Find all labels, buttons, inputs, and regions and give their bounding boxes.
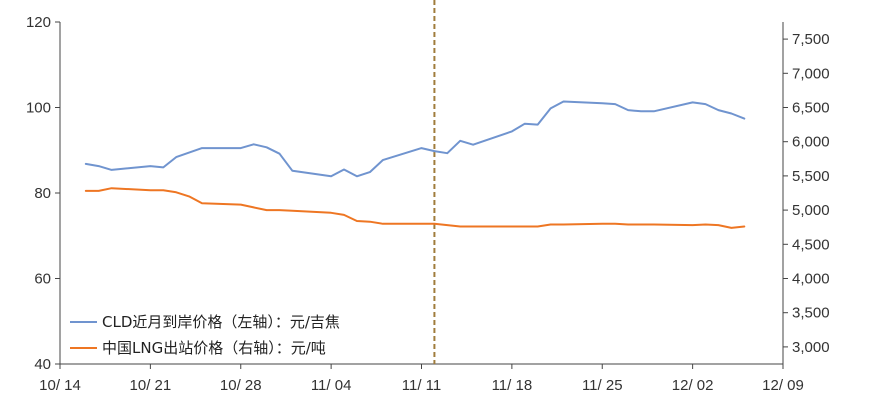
right-y-tick-label: 4,000: [792, 271, 830, 288]
x-tick-label: 11/ 04: [311, 377, 352, 394]
right-y-tick-label: 4,500: [792, 236, 830, 253]
chart-axes: 40 60 80 100 120 3,000 3,500 4,000 4,500 5,000 5,5…: [26, 14, 830, 394]
x-tick-label: 11/ 18: [492, 377, 533, 394]
x-tick-label: 11/ 11: [402, 377, 441, 394]
right-y-tick-label: 5,000: [792, 202, 830, 219]
left-y-tick-label: 100: [26, 100, 51, 117]
series-line-1: [84, 100, 746, 178]
series-line-2: [84, 187, 746, 229]
legend-label-2: 中国LNG出站价格（右轴）：元/吨: [102, 339, 326, 357]
x-tick-label: 10/ 28: [220, 377, 262, 394]
legend-label-1: CLD近月到岸价格（左轴）：元/吉焦: [102, 313, 340, 331]
left-y-tick-label: 60: [34, 271, 51, 288]
left-y-tick-label: 80: [34, 185, 51, 202]
right-y-tick-label: 7,500: [792, 31, 830, 48]
right-y-tick-label: 7,000: [792, 65, 830, 82]
x-tick-label: 11/ 25: [582, 377, 623, 394]
right-y-tick-label: 3,000: [792, 339, 830, 356]
x-tick-label: 10/ 21: [130, 377, 172, 394]
x-tick-label: 12/ 09: [762, 377, 804, 394]
right-y-tick-label: 5,500: [792, 168, 830, 185]
series-layer: [84, 0, 746, 364]
right-y-tick-label: 6,000: [792, 134, 830, 151]
right-y-tick-label: 3,500: [792, 305, 830, 322]
x-tick-label: 10/ 14: [39, 377, 81, 394]
x-tick-label: 12/ 02: [672, 377, 714, 394]
right-y-tick-label: 6,500: [792, 100, 830, 117]
left-y-tick-label: 40: [34, 356, 51, 373]
left-y-tick-label: 120: [26, 14, 51, 31]
